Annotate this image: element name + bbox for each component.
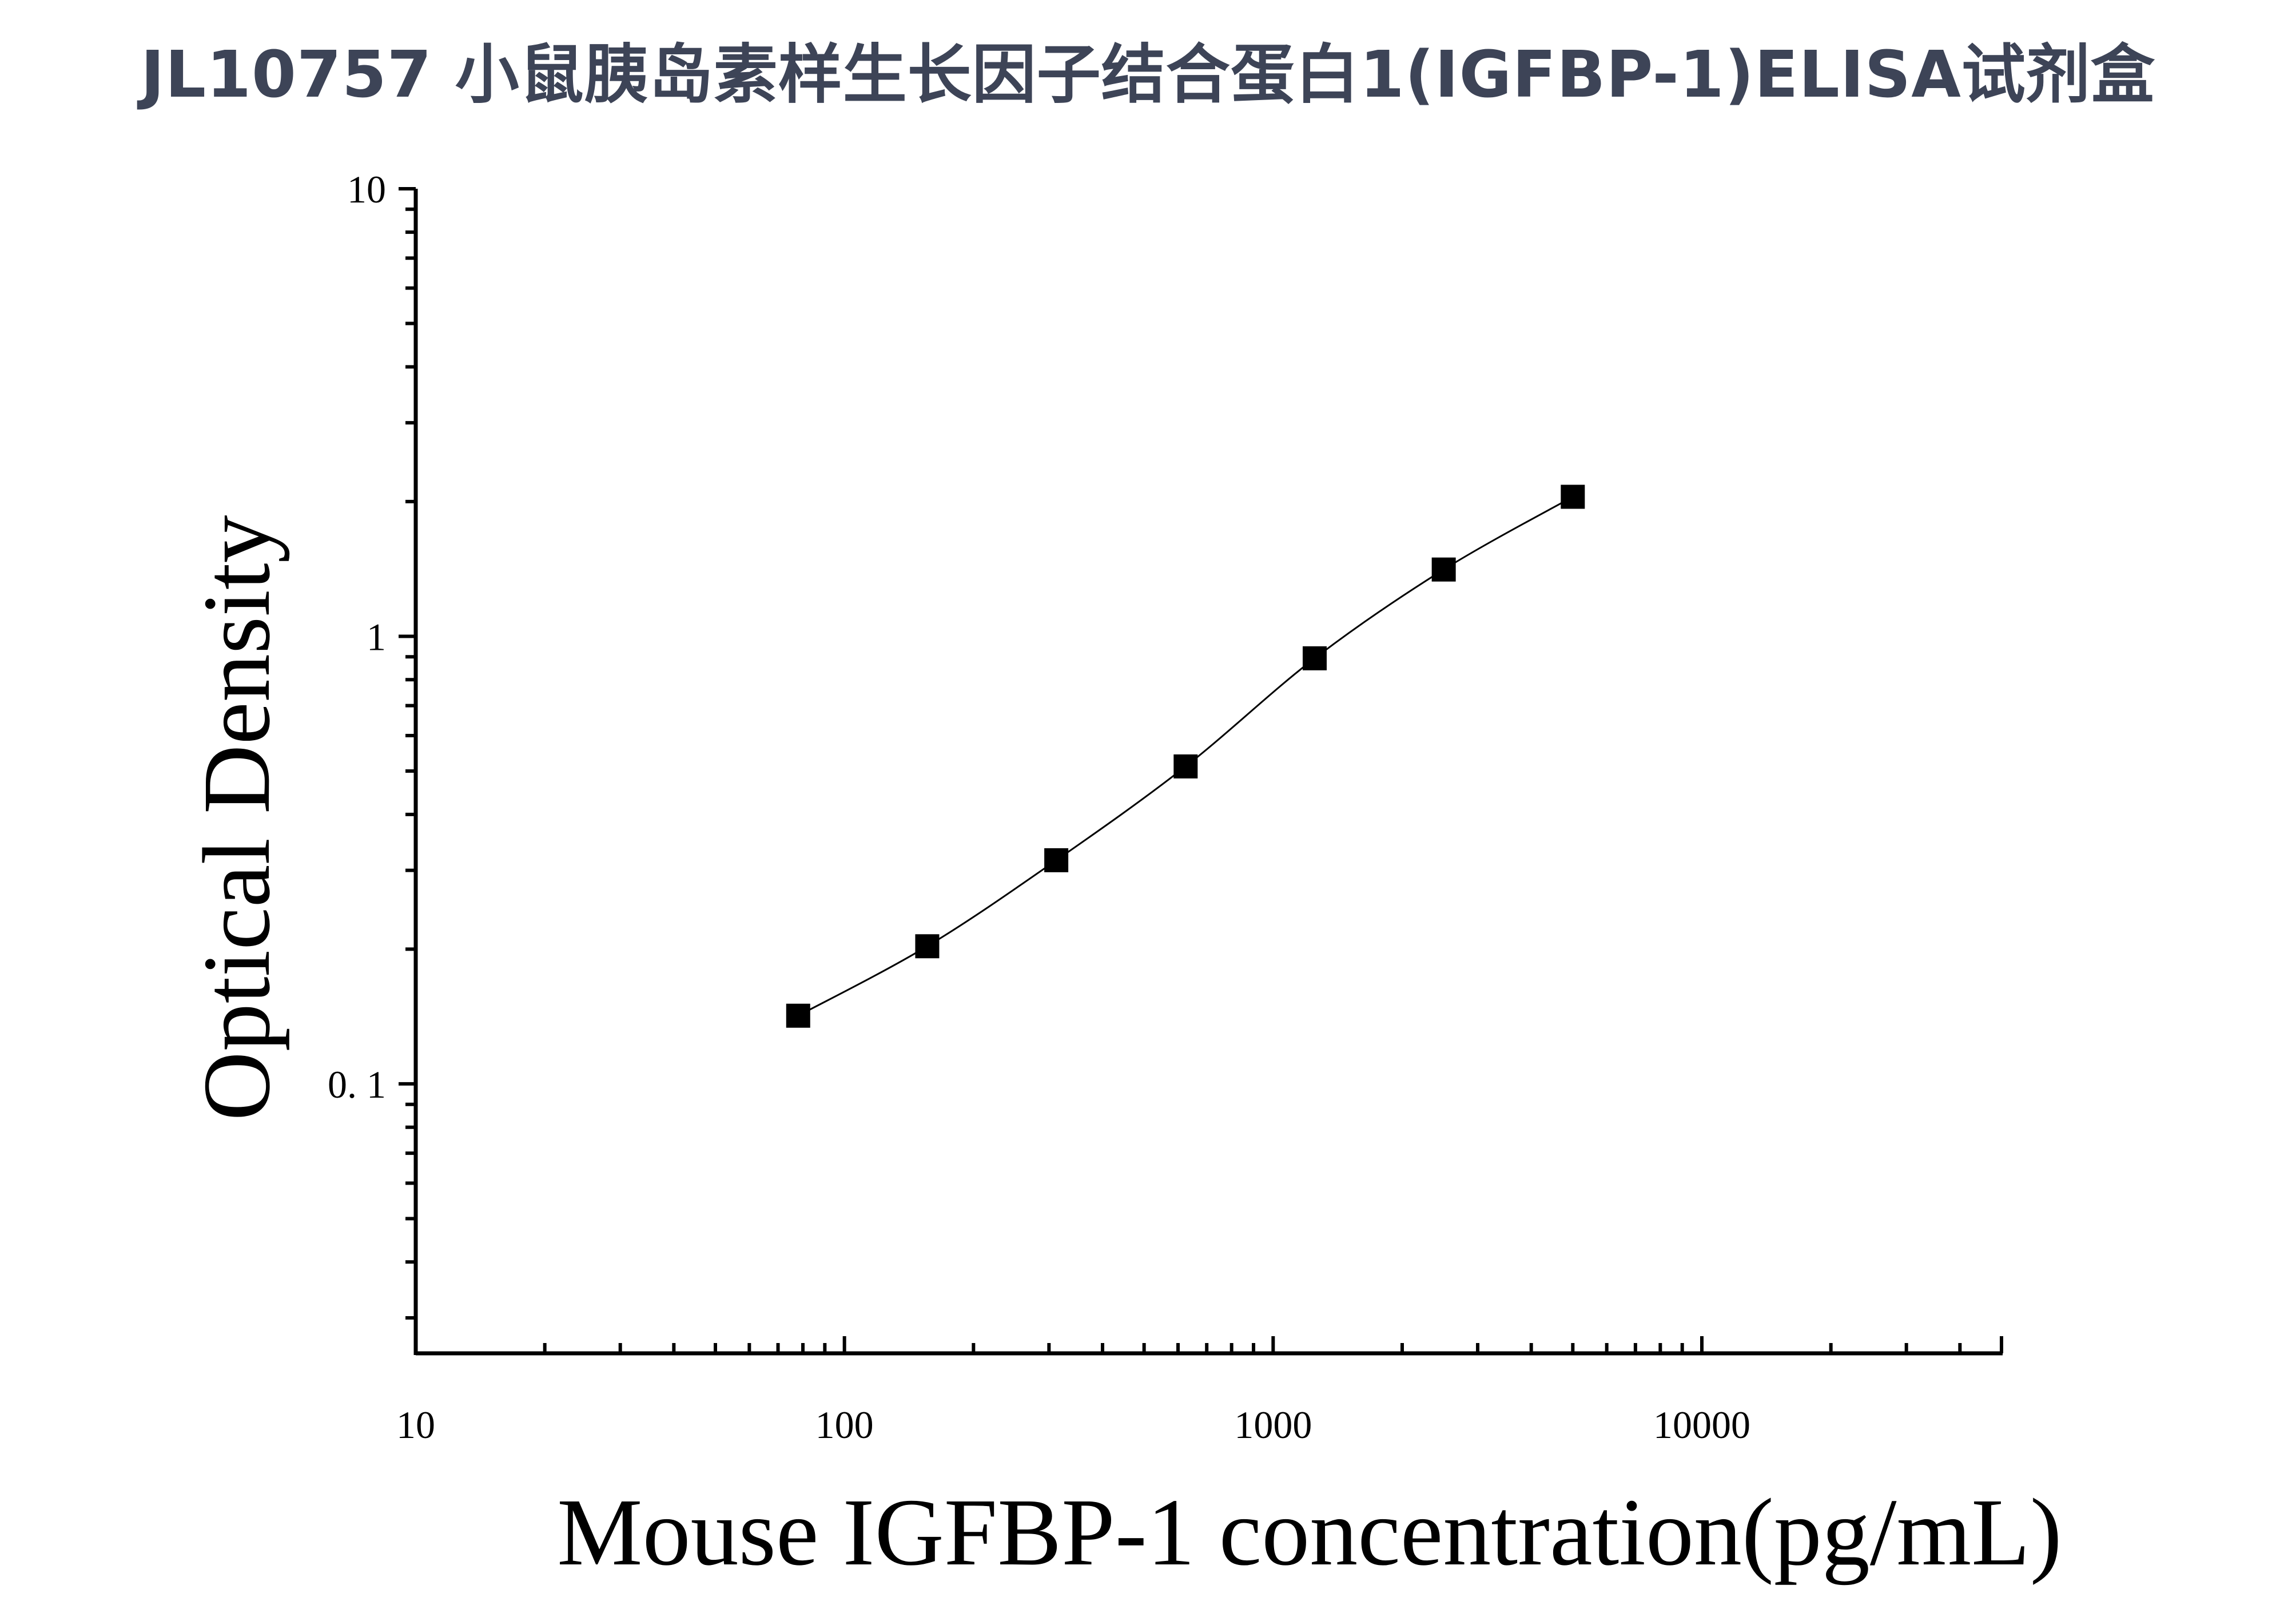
chart-title: JL10757 小鼠胰岛素样生长因子结合蛋白1(IGFBP-1)ELISA试剂盒	[141, 38, 2155, 112]
data-point	[1044, 848, 1069, 872]
ticks	[399, 187, 2003, 1353]
x-tick-label: 100	[815, 1403, 874, 1447]
data-point	[1302, 646, 1327, 670]
x-axis-title: Mouse IGFBP-1 concentration(pg/mL)	[557, 1479, 2062, 1586]
x-tick-label: 1000	[1234, 1403, 1312, 1447]
data-points	[786, 484, 1585, 1028]
axes	[413, 189, 2003, 1356]
y-axis-title: Optical Density	[184, 515, 290, 1121]
data-point	[1173, 754, 1198, 778]
tick-labels: 10 100 1000 10000 0. 1 1 10	[328, 168, 1750, 1447]
data-point	[915, 934, 940, 959]
y-tick-label: 0. 1	[328, 1063, 386, 1106]
y-tick-label: 10	[347, 168, 386, 211]
y-tick-label: 1	[367, 615, 386, 658]
data-point	[1431, 557, 1456, 582]
data-point	[786, 1003, 810, 1028]
data-point	[1561, 484, 1585, 509]
x-tick-label: 10	[396, 1403, 435, 1447]
x-tick-label: 10000	[1653, 1403, 1750, 1447]
